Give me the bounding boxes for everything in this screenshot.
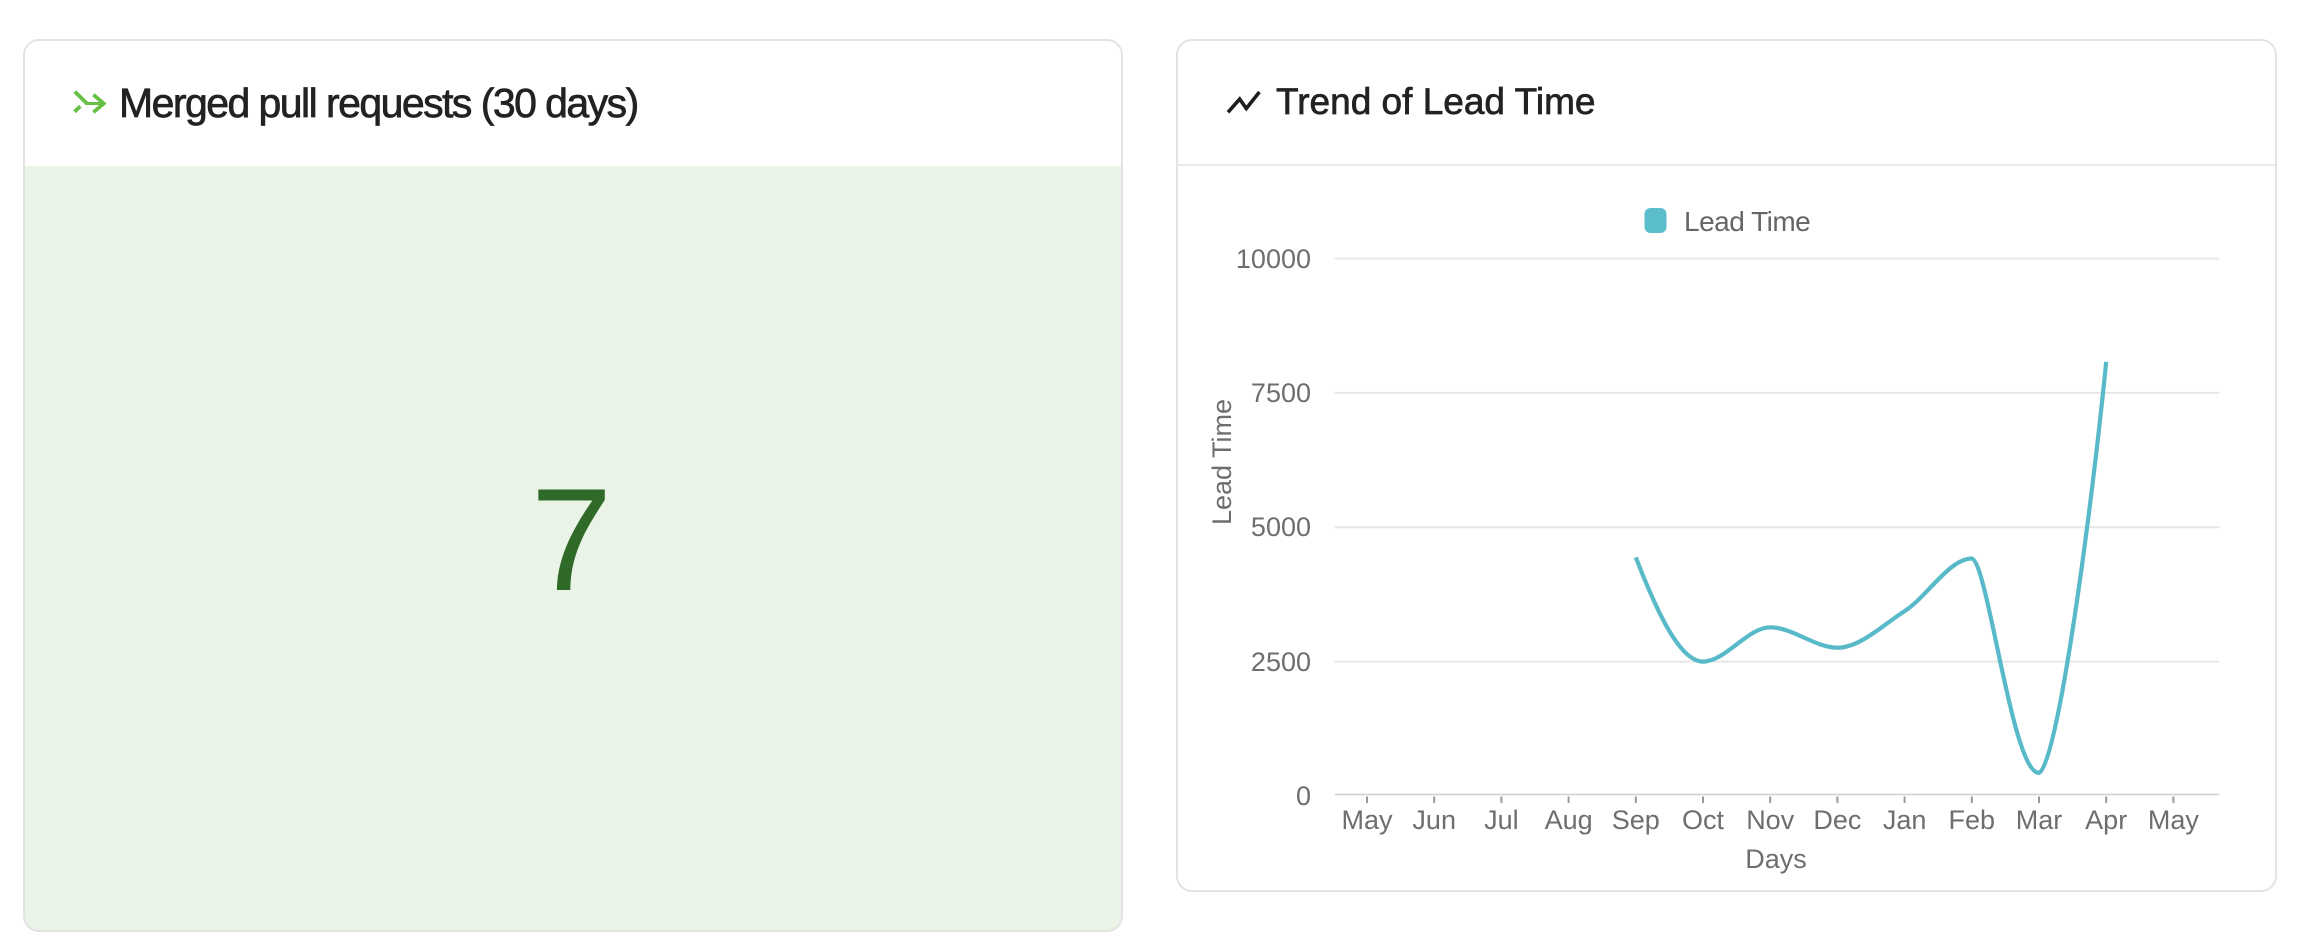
svg-text:Apr: Apr [2085, 805, 2127, 835]
svg-text:Lead Time: Lead Time [1207, 399, 1237, 525]
svg-text:7500: 7500 [1251, 378, 1311, 408]
svg-text:Jan: Jan [1883, 805, 1927, 835]
svg-text:Aug: Aug [1545, 805, 1593, 835]
svg-text:Days: Days [1745, 844, 1807, 874]
svg-text:0: 0 [1296, 781, 1311, 811]
svg-text:Lead Time: Lead Time [1684, 206, 1810, 237]
svg-text:Jul: Jul [1484, 805, 1519, 835]
svg-text:May: May [2148, 805, 2200, 835]
svg-text:Sep: Sep [1612, 805, 1660, 835]
svg-text:Jun: Jun [1412, 805, 1456, 835]
svg-text:10000: 10000 [1236, 244, 1311, 274]
svg-text:May: May [1341, 805, 1393, 835]
svg-text:2500: 2500 [1251, 647, 1311, 677]
svg-text:Feb: Feb [1949, 805, 1996, 835]
svg-text:Oct: Oct [1682, 805, 1725, 835]
svg-text:Nov: Nov [1746, 805, 1795, 835]
svg-text:Mar: Mar [2016, 805, 2063, 835]
svg-text:Dec: Dec [1813, 805, 1861, 835]
svg-text:5000: 5000 [1251, 512, 1311, 542]
